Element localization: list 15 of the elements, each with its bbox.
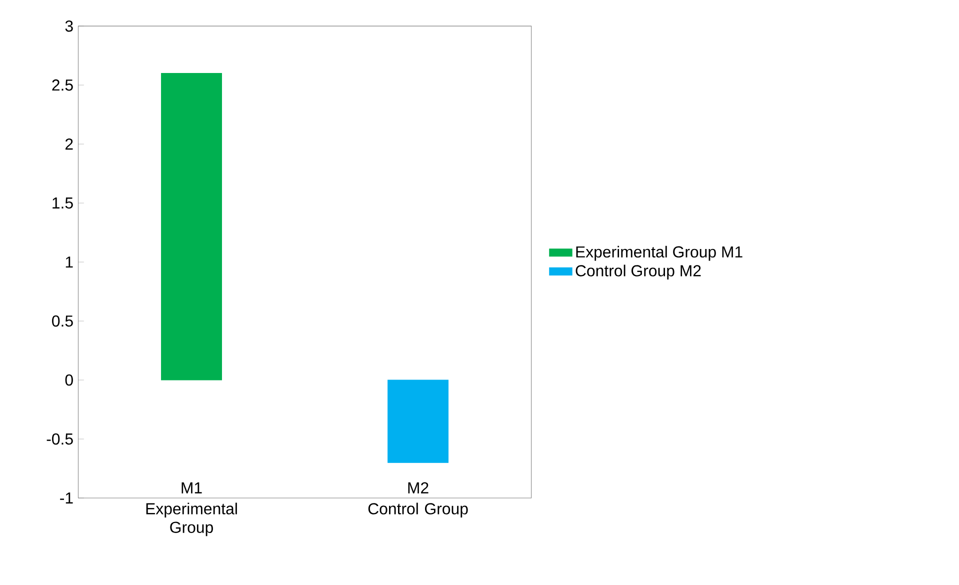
x-tick-label: Control Group	[368, 502, 468, 518]
legend-label: Experimental Group M1	[576, 246, 742, 261]
y-tick-label: 2.5	[52, 79, 73, 91]
y-tick-label: 2	[65, 138, 73, 150]
y-tick-label: 1	[66, 256, 73, 268]
y-tick-label: -0.5	[46, 433, 73, 445]
legend-label: Control Group M2	[576, 264, 701, 280]
y-tick-label: 0	[65, 374, 73, 386]
y-tick-label: 3	[65, 20, 73, 32]
y-tick-label: 0.5	[52, 315, 73, 327]
annotation: M2	[408, 482, 428, 494]
annotation: M1	[182, 482, 202, 494]
x-tick-label: Experimental Group	[146, 502, 237, 536]
y-tick-label: 1.5	[52, 197, 73, 208]
y-tick-label: -1	[60, 492, 73, 504]
